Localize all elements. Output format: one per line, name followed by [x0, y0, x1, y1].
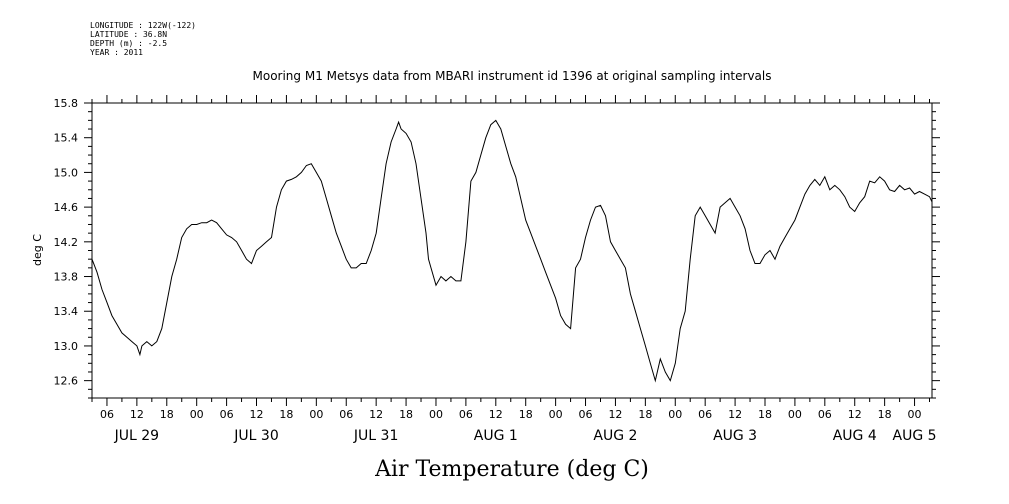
y-tick-label: 13.8 [54, 271, 79, 284]
x-tick-label: 12 [250, 408, 264, 421]
x-axis-label: Air Temperature (deg C) [374, 457, 649, 482]
x-tick-label: 06 [459, 408, 473, 421]
y-tick-label: 13.0 [54, 340, 79, 353]
x-tick-label: 12 [130, 408, 144, 421]
x-tick-label: 06 [698, 408, 712, 421]
x-tick-label: 12 [608, 408, 622, 421]
y-tick-label: 14.6 [54, 201, 79, 214]
x-tick-label: 12 [369, 408, 383, 421]
x-tick-label: 00 [549, 408, 563, 421]
temperature-series-line [91, 119, 933, 383]
y-tick-label: 15.0 [54, 166, 79, 179]
x-tick-label: 12 [489, 408, 503, 421]
x-tick-label: 00 [908, 408, 922, 421]
x-tick-label: 00 [668, 408, 682, 421]
x-tick-label: 12 [848, 408, 862, 421]
x-day-label: AUG 5 [893, 428, 937, 444]
latitude-label: LATITUDE : 36.8N [90, 30, 168, 39]
x-tick-label: 18 [638, 408, 652, 421]
x-tick-label: 18 [399, 408, 413, 421]
x-tick-label: 00 [309, 408, 323, 421]
x-day-label: JUL 31 [353, 428, 398, 444]
y-tick-label: 15.8 [54, 97, 79, 110]
location-metadata: LONGITUDE : 122W(-122) LATITUDE : 36.8N … [90, 21, 196, 57]
x-tick-label: 18 [758, 408, 772, 421]
x-day-label: AUG 2 [593, 428, 637, 444]
depth-label: DEPTH (m) : -2.5 [90, 39, 168, 48]
x-tick-label: 18 [878, 408, 892, 421]
x-day-label: AUG 4 [833, 428, 877, 444]
x-tick-label: 06 [579, 408, 593, 421]
chart-title: Mooring M1 Metsys data from MBARI instru… [253, 69, 772, 83]
y-tick-label: 15.4 [54, 132, 79, 145]
x-day-label: JUL 29 [114, 428, 159, 444]
x-tick-label: 00 [190, 408, 204, 421]
x-tick-label: 06 [339, 408, 353, 421]
x-tick-label: 00 [429, 408, 443, 421]
x-tick-label: 18 [160, 408, 174, 421]
x-tick-label: 00 [788, 408, 802, 421]
x-day-label: AUG 3 [713, 428, 757, 444]
y-tick-label: 12.6 [54, 375, 79, 388]
x-day-label: AUG 1 [474, 428, 518, 444]
x-day-label: JUL 30 [233, 428, 278, 444]
plot-frame [91, 102, 933, 399]
series-layer [91, 119, 933, 383]
y-tick-label: 13.4 [54, 305, 79, 318]
year-label: YEAR : 2011 [90, 48, 143, 57]
y-axis: 12.6 13.0 13.4 13.8 14.2 14.6 15.0 15.4 15.8 [54, 97, 940, 399]
x-tick-label: 18 [519, 408, 533, 421]
x-tick-label: 06 [220, 408, 234, 421]
x-tick-label: 18 [279, 408, 293, 421]
y-axis-label: deg C [31, 234, 44, 266]
x-tick-label: 12 [728, 408, 742, 421]
x-tick-label: 06 [818, 408, 832, 421]
x-axis: 06 12 18 00 06 12 18 00 06 12 18 00 06 12 18 00 06 12 18 00… [91, 95, 937, 444]
longitude-label: LONGITUDE : 122W(-122) [90, 21, 196, 30]
x-tick-label: 06 [100, 408, 114, 421]
y-tick-label: 14.2 [54, 236, 79, 249]
